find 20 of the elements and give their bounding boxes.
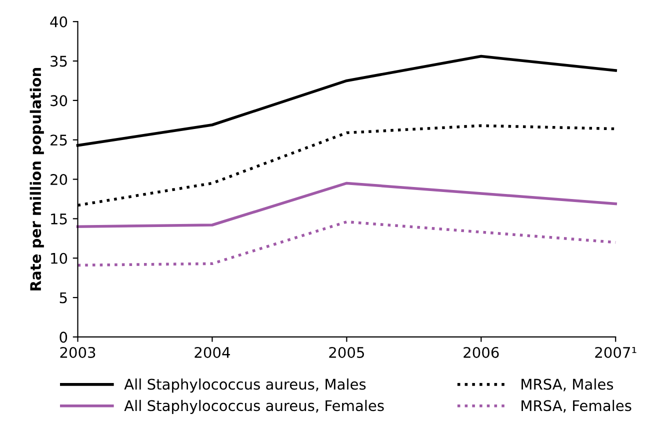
- x-tick-label: 2003: [60, 346, 96, 358]
- y-axis-title: Rate per million population: [30, 68, 44, 290]
- y-tick-label: 25: [50, 134, 67, 146]
- x-tick-label: 2004: [194, 346, 230, 358]
- x-tick-label: 2005: [329, 346, 364, 358]
- x-tick-label: 2006: [464, 346, 499, 358]
- y-tick-label: 35: [50, 56, 67, 67]
- y-tick-label: 15: [51, 214, 67, 224]
- legend-label: MRSA, Females: [522, 400, 632, 413]
- y-tick-label: 0: [60, 332, 68, 343]
- legend-label: MRSA, Males: [522, 378, 614, 392]
- y-tick-label: 5: [60, 292, 67, 304]
- y-tick-label: 10: [51, 252, 68, 264]
- legend-label: All Staphylococcus aureus, Males: [124, 378, 366, 393]
- x-tick-label: 2007¹: [595, 346, 636, 358]
- y-tick-label: 30: [50, 95, 68, 106]
- y-tick-label: 40: [50, 16, 68, 28]
- legend-label: All Staphylococcus aureus, Females: [124, 400, 384, 414]
- y-tick-label: 20: [50, 174, 68, 186]
- line-series: [76, 182, 617, 228]
